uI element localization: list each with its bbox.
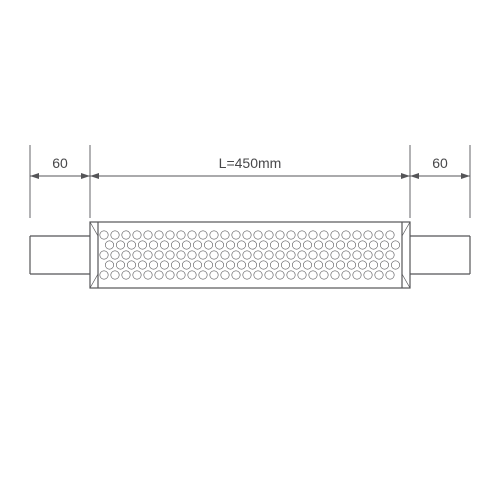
drawing-svg [0,0,500,500]
technical-drawing: 60 L=450mm 60 [0,0,500,500]
dim-label-left: 60 [45,155,75,171]
dim-label-right: 60 [425,155,455,171]
dim-label-center: L=450mm [200,155,300,171]
